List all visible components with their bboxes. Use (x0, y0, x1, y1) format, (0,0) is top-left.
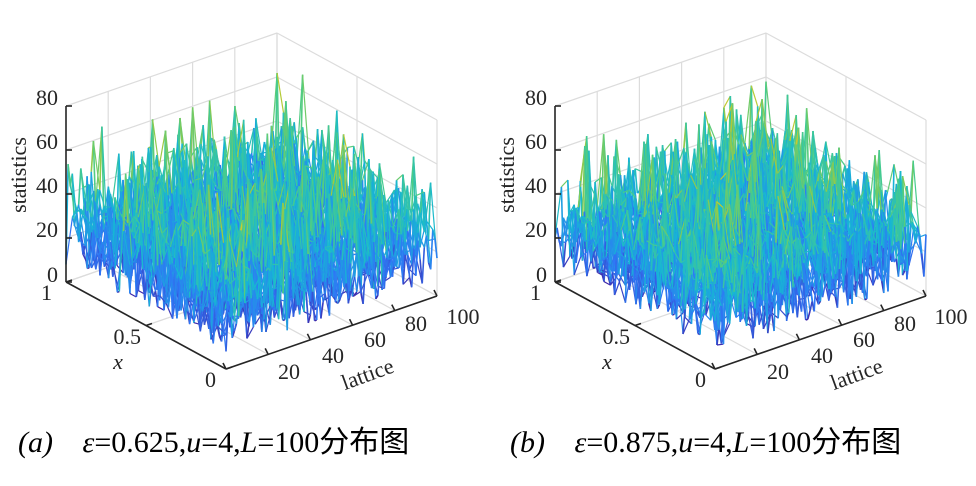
surface-segment (97, 251, 101, 256)
surface-segment (153, 295, 160, 297)
surface-segment (114, 219, 118, 269)
surface-segment (84, 245, 93, 269)
surface-segment (236, 156, 241, 162)
surface-segment (258, 157, 265, 162)
surface-segment (99, 251, 107, 257)
surface-segment (78, 208, 82, 240)
surface-segment (137, 245, 142, 291)
surface-segment (65, 217, 73, 265)
surface-segment (92, 140, 101, 190)
surface-segment (408, 264, 413, 270)
surface-segment (137, 185, 146, 218)
surface-segment (91, 254, 99, 269)
surface-plot-a: 0 20 40 60 80 statistics 1 0.5 0 x 20 40… (6, 32, 480, 459)
surface-segment (88, 217, 93, 240)
surface-segment (92, 140, 97, 205)
surface-segment (261, 141, 266, 161)
grid-line (65, 32, 278, 107)
surface-segment (152, 166, 160, 186)
surface-segment (295, 126, 304, 139)
surface-segment (150, 170, 154, 221)
surface-segment (163, 206, 171, 213)
surface-segment (151, 119, 156, 190)
surface-segment (101, 206, 109, 214)
surface-segment (74, 208, 82, 215)
surface-segment (90, 197, 95, 218)
surface-lines (65, 72, 438, 352)
surface-segment (71, 217, 80, 240)
surface-segment (133, 216, 138, 245)
surface-segment (306, 140, 314, 153)
surface-segment (111, 153, 120, 203)
surface-segment (152, 119, 160, 166)
surface-segment (179, 143, 187, 154)
surface-segment (84, 197, 93, 218)
surface-segment (157, 306, 165, 311)
surface-segment (101, 218, 105, 229)
surface-segment (97, 254, 105, 264)
surface-segment (427, 182, 432, 241)
surface-segment (78, 239, 86, 247)
surface-segment (299, 74, 304, 172)
surface-segment (107, 249, 112, 270)
surface-segment (82, 254, 90, 268)
surface-segment (164, 130, 169, 196)
surface-segment (200, 156, 209, 183)
surface-segment (302, 74, 310, 159)
surface-segment (77, 168, 82, 205)
surface-segment (211, 179, 219, 190)
surface-segment (84, 219, 89, 246)
surface-segment (185, 143, 194, 184)
surface-segment (80, 208, 88, 221)
surface-segment (214, 189, 221, 192)
surface-segment (101, 214, 109, 220)
surface-segment (171, 182, 179, 194)
surface-segment (276, 72, 285, 113)
surface-segment (166, 147, 175, 177)
surface-segment (80, 168, 88, 211)
surface-segment (114, 197, 118, 220)
surface-segment (195, 177, 202, 181)
surface-segment (191, 107, 196, 179)
surface-segment (192, 107, 200, 175)
surface-segment (93, 229, 101, 253)
surface-segment (123, 230, 131, 267)
surface-segment (306, 152, 310, 180)
surface-segment (129, 292, 137, 298)
surface-segment (86, 219, 95, 230)
surface-segment (110, 241, 118, 293)
surface-segment (236, 119, 245, 158)
surface-segment (133, 216, 142, 226)
surface-segment (347, 145, 354, 149)
surface-segment (103, 241, 112, 263)
surface-segment (150, 285, 155, 297)
surface-segment (158, 130, 167, 167)
surface-segment (101, 241, 110, 250)
surface-segment (71, 213, 76, 218)
surface-segment (164, 130, 173, 194)
surface-segment (131, 232, 135, 250)
surface-segment (125, 173, 133, 261)
